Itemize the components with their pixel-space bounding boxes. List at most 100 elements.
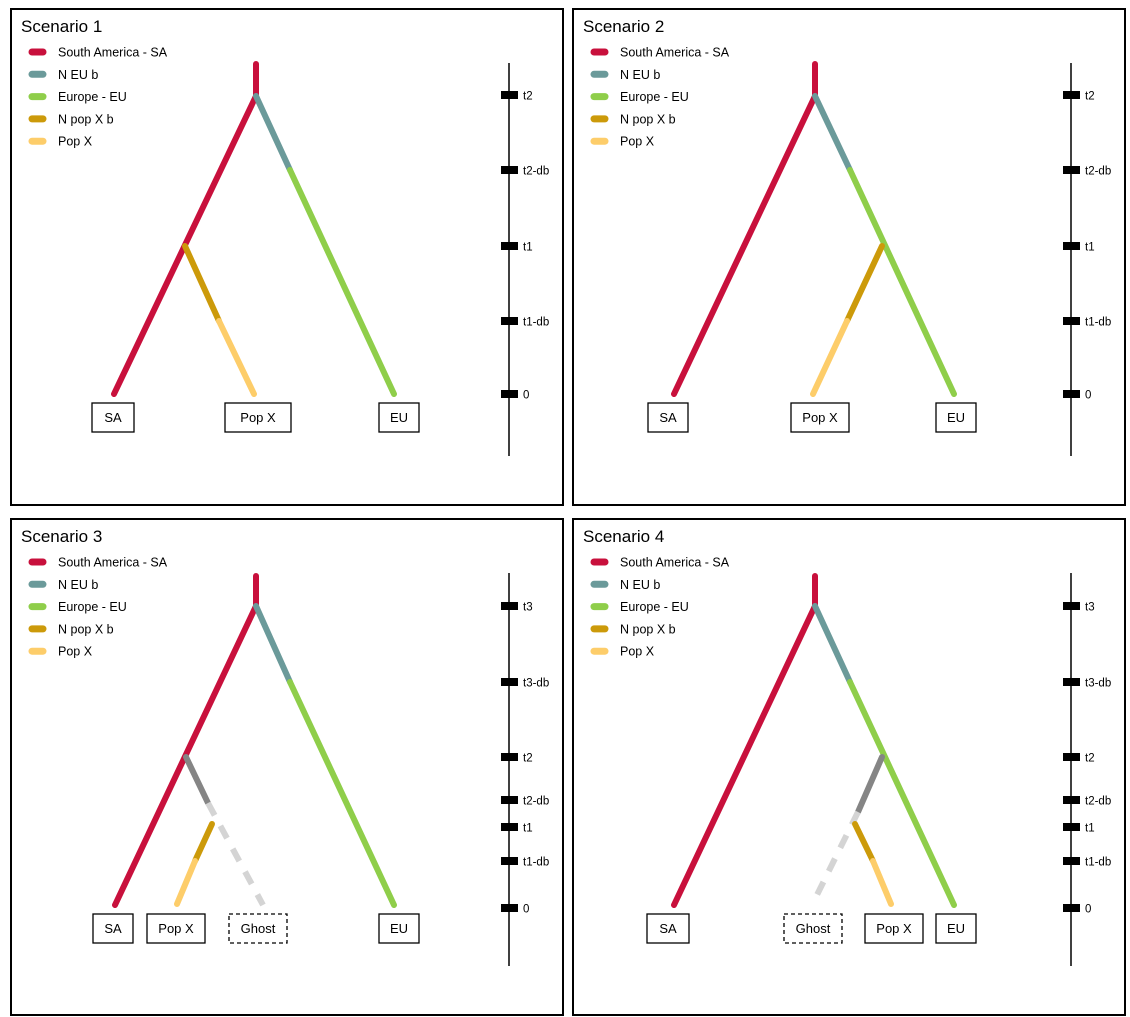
legend-label: N EU b: [58, 68, 98, 82]
timeline: t2 t2-db t1 t1-db 0: [501, 63, 549, 456]
legend-label: N EU b: [620, 578, 660, 592]
timeline-tick: [1063, 166, 1080, 174]
pop-ghost-label: Ghost: [796, 921, 831, 936]
timeline: t3 t3-db t2 t2-db t1 t1-db 0: [501, 573, 549, 966]
pop-eu-label: EU: [390, 410, 408, 425]
legend-label: South America - SA: [58, 46, 168, 60]
timeline-tick: [1063, 91, 1080, 99]
branch-europe: [287, 679, 397, 908]
branch-pop-x: [216, 318, 257, 397]
branch-n-pop-x-b: [844, 243, 885, 324]
timeline-tick-label: t1-db: [523, 857, 549, 869]
timeline-tick-label: t1: [523, 242, 533, 254]
timeline-tick-label: t1-db: [1085, 857, 1111, 869]
branch-pop-x: [870, 858, 894, 907]
scenario-title: Scenario 2: [583, 17, 664, 36]
legend-label: N pop X b: [58, 622, 114, 636]
branch-europe: [847, 167, 957, 397]
timeline-tick-label: t1-db: [523, 317, 549, 329]
timeline-tick: [1063, 390, 1080, 398]
timeline-tick-label: t2-db: [523, 796, 549, 808]
branch-n-eu-b: [253, 603, 293, 685]
timeline-tick: [1063, 317, 1080, 325]
population-tree: SA Pop X EU: [91, 61, 420, 433]
scenario-title: Scenario 3: [21, 527, 102, 546]
timeline-tick-label: t2: [1085, 91, 1095, 103]
timeline-tick-label: t3: [523, 602, 533, 614]
branch-n-pop-x-b: [852, 821, 876, 864]
pop-x-label: Pop X: [876, 921, 912, 936]
timeline-tick: [501, 857, 518, 865]
legend-label: N EU b: [58, 578, 98, 592]
legend-label: Europe - EU: [620, 90, 689, 104]
pop-x-box: [146, 913, 206, 944]
branch-n-eu-b: [253, 93, 293, 173]
pop-ghost-label: Ghost: [241, 921, 276, 936]
population-tree: SA Pop X EU: [647, 61, 977, 433]
timeline: t2 t2-db t1 t1-db 0: [1063, 63, 1111, 456]
pop-sa-label: SA: [104, 410, 122, 425]
pop-eu-label: EU: [390, 921, 408, 936]
timeline-tick: [501, 678, 518, 686]
pop-eu-label: EU: [947, 410, 965, 425]
timeline-tick: [1063, 678, 1080, 686]
scenario-title: Scenario 1: [21, 17, 102, 36]
legend-label: N pop X b: [58, 112, 114, 126]
timeline-tick-label: t1-db: [1085, 317, 1111, 329]
pop-x-box: [864, 913, 924, 944]
timeline-tick-label: t2: [523, 91, 533, 103]
legend-label: Pop X: [58, 645, 93, 659]
pop-sa-label: SA: [659, 410, 677, 425]
timeline: t3 t3-db t2 t2-db t1 t1-db 0: [1063, 573, 1111, 966]
scenario-panel-2: Scenario 2 South America - SA N EU b Europe…: [572, 8, 1126, 506]
timeline-tick-label: t1: [1085, 242, 1095, 254]
timeline-tick: [501, 904, 518, 912]
legend-label: Pop X: [620, 645, 655, 659]
pop-ghost-box: [783, 913, 843, 944]
scenario-panel-3: Scenario 3 South America - SA N EU b Europe…: [10, 518, 564, 1016]
branch-ghost: [205, 801, 266, 907]
pop-sa-label: SA: [659, 921, 677, 936]
branch-pop-x: [810, 318, 850, 397]
scenario-panel-4: Scenario 4 South America - SA N EU b Europe…: [572, 518, 1126, 1016]
timeline-tick: [501, 317, 518, 325]
timeline-tick-label: t2-db: [523, 166, 549, 178]
timeline-tick: [1063, 753, 1080, 761]
timeline-tick: [501, 242, 518, 250]
timeline-tick-label: t1: [523, 823, 533, 835]
pop-sa-box: [92, 913, 134, 944]
legend-label: Pop X: [620, 135, 655, 149]
population-tree: SA Pop X Ghost EU: [92, 573, 420, 944]
pop-x-box: [790, 402, 850, 433]
timeline-tick-label: t3-db: [1085, 678, 1111, 690]
branch-n-eu-b: [812, 603, 853, 685]
pop-eu-label: EU: [947, 921, 965, 936]
pop-x-label: Pop X: [802, 410, 838, 425]
branch-n-pop-x-b: [182, 243, 222, 324]
timeline-tick: [1063, 602, 1080, 610]
pop-x-label: Pop X: [240, 410, 276, 425]
timeline-tick-label: 0: [523, 904, 529, 916]
branch-n-pop-x-b: [192, 821, 215, 864]
timeline-tick: [501, 602, 518, 610]
branch-south-america: [671, 603, 818, 908]
branch-europe: [287, 167, 397, 397]
timeline-tick-label: 0: [523, 390, 529, 402]
legend-label: N EU b: [620, 68, 660, 82]
pop-eu-box: [378, 402, 420, 433]
timeline-tick-label: t3-db: [523, 678, 549, 690]
timeline-tick-label: t2: [523, 753, 533, 765]
legend: South America - SA N EU b Europe - EU N pop…: [590, 556, 730, 659]
legend-label: South America - SA: [620, 556, 730, 570]
timeline-tick-label: t3: [1085, 602, 1095, 614]
scenario-title: Scenario 4: [583, 527, 664, 546]
timeline-tick-label: 0: [1085, 390, 1091, 402]
legend-label: N pop X b: [620, 112, 676, 126]
branch-n-eu-b: [812, 93, 853, 173]
pop-eu-box: [935, 913, 977, 944]
timeline-tick: [501, 796, 518, 804]
timeline-tick-label: t2-db: [1085, 166, 1111, 178]
legend: South America - SA N EU b Europe - EU N pop…: [28, 46, 168, 149]
timeline-tick-label: 0: [1085, 904, 1091, 916]
